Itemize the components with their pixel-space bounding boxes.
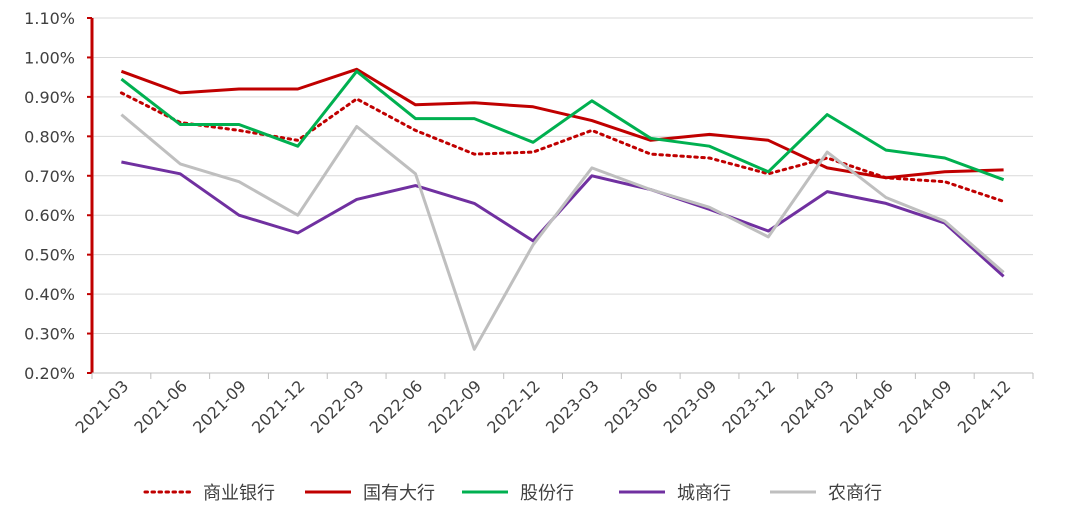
x-tick-label: 2023-06 bbox=[601, 376, 662, 437]
y-tick-label: 0.60% bbox=[24, 206, 75, 225]
y-tick-label: 0.90% bbox=[24, 88, 75, 107]
x-tick-label: 2021-06 bbox=[130, 376, 191, 437]
series-line bbox=[120, 67, 1004, 180]
legend-label: 股份行 bbox=[520, 483, 574, 504]
y-tick-label: 0.20% bbox=[24, 364, 75, 383]
x-tick-label: 2021-12 bbox=[248, 376, 309, 437]
y-tick-label: 0.80% bbox=[24, 127, 75, 146]
series-line bbox=[120, 113, 1005, 351]
y-tick-label: 1.00% bbox=[24, 48, 75, 67]
y-tick-label: 0.30% bbox=[24, 325, 75, 344]
x-tick-label: 2024-03 bbox=[777, 376, 838, 437]
legend-label: 城商行 bbox=[677, 483, 731, 504]
y-tick-label: 0.40% bbox=[24, 285, 75, 304]
x-tick-label: 2021-03 bbox=[72, 376, 133, 437]
series-lines bbox=[119, 67, 1006, 351]
y-tick-label: 0.50% bbox=[24, 246, 75, 265]
y-tick-label: 0.70% bbox=[24, 167, 75, 186]
legend-label: 农商行 bbox=[828, 483, 882, 504]
x-axis: 2021-032021-062021-092021-122022-032022-… bbox=[72, 372, 1034, 437]
x-tick-label: 2023-03 bbox=[542, 376, 603, 437]
series-line bbox=[120, 69, 1005, 182]
x-tick-label: 2022-09 bbox=[424, 376, 485, 437]
legend-label: 商业银行 bbox=[203, 483, 275, 504]
x-tick-label: 2022-12 bbox=[483, 376, 544, 437]
x-tick-label: 2024-09 bbox=[895, 376, 956, 437]
y-axis: 0.20% 0.30% 0.40% 0.50% 0.60% 0.70% 0.80% 0.90%… bbox=[24, 9, 94, 383]
x-tick-label: 2022-03 bbox=[307, 376, 368, 437]
y-tick-label: 1.10% bbox=[24, 9, 75, 28]
series-line bbox=[121, 160, 1005, 278]
x-tick-label: 2023-12 bbox=[718, 376, 779, 437]
legend: 商业银行 国有大行 股份行 城商行 农商行 bbox=[143, 483, 882, 504]
gridlines bbox=[92, 17, 1033, 335]
x-tick-label: 2022-06 bbox=[366, 376, 427, 437]
x-tick-label: 2024-06 bbox=[836, 376, 897, 437]
x-tick-label: 2021-09 bbox=[189, 376, 250, 437]
x-tick-label: 2024-12 bbox=[954, 376, 1015, 437]
legend-label: 国有大行 bbox=[363, 483, 435, 504]
x-tick-label: 2023-09 bbox=[660, 376, 721, 437]
